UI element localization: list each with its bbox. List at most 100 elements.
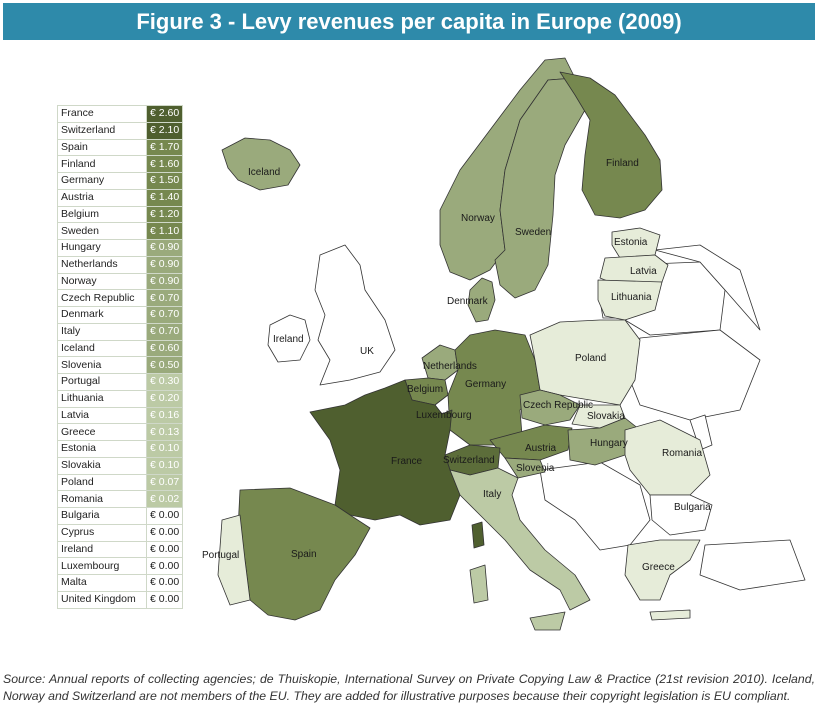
map-label-sweden: Sweden	[515, 227, 551, 238]
legend-country: Hungary	[57, 239, 147, 257]
legend-value: € 1.60	[145, 155, 184, 173]
legend-row: Ireland € 0.00	[57, 540, 184, 559]
region-crete	[649, 609, 691, 621]
legend-country: Portugal	[57, 373, 147, 391]
legend-value: € 0.30	[145, 373, 184, 391]
legend-row: Spain € 1.70	[57, 138, 184, 157]
map-label-estonia: Estonia	[614, 237, 648, 248]
map-label-czech: Czech Republic	[523, 400, 593, 411]
legend-country: France	[57, 105, 147, 123]
region-denmark	[467, 277, 496, 323]
map-label-denmark: Denmark	[447, 296, 489, 307]
legend-country: Bulgaria	[57, 507, 147, 525]
map-label-luxembourg: Luxembourg	[416, 410, 472, 421]
legend-value: € 0.07	[145, 473, 184, 492]
legend-value: € 0.70	[145, 289, 184, 307]
map-label-switzerland: Switzerland	[443, 455, 495, 466]
legend-value: € 0.60	[145, 339, 184, 358]
map-label-iceland: Iceland	[248, 167, 280, 178]
map-label-latvia: Latvia	[630, 266, 657, 277]
region-corsica	[471, 521, 485, 549]
map-label-netherlands: Netherlands	[423, 361, 477, 372]
map-label-austria: Austria	[525, 443, 557, 454]
legend-value: € 0.00	[145, 507, 184, 525]
map-label-uk: UK	[360, 346, 374, 357]
legend-row: Netherlands € 0.90	[57, 255, 184, 274]
legend-value: € 1.40	[145, 188, 184, 207]
legend-value: € 0.00	[145, 557, 184, 575]
region-balkans	[539, 461, 651, 551]
map-label-belgium: Belgium	[407, 384, 443, 395]
legend-value: € 0.90	[145, 239, 184, 257]
region-bulgaria	[649, 494, 713, 536]
legend-value: € 0.90	[145, 255, 184, 274]
legend-row: Belgium € 1.20	[57, 205, 184, 224]
legend-country: Finland	[57, 155, 147, 173]
legend-value: € 0.10	[145, 456, 184, 475]
legend-country: Cyprus	[57, 523, 147, 542]
legend-value: € 2.60	[145, 105, 184, 123]
legend-row: Slovakia € 0.10	[57, 456, 184, 475]
legend-row: Cyprus € 0.00	[57, 523, 184, 542]
legend-value: € 0.13	[145, 423, 184, 441]
map-label-portugal: Portugal	[202, 550, 239, 561]
legend-row: Czech Republic € 0.70	[57, 289, 184, 307]
legend-row: Finland € 1.60	[57, 155, 184, 173]
map-label-norway: Norway	[461, 213, 495, 224]
legend-row: Greece € 0.13	[57, 423, 184, 441]
legend-value: € 0.50	[145, 356, 184, 374]
region-sicily	[529, 611, 566, 631]
region-uk	[314, 244, 396, 386]
legend-value: € 0.10	[145, 440, 184, 458]
legend-value: € 2.10	[145, 121, 184, 140]
legend-value: € 0.16	[145, 406, 184, 425]
legend-row: France € 2.60	[57, 105, 184, 123]
legend-country: Switzerland	[57, 121, 147, 140]
map-label-ireland: Ireland	[273, 334, 304, 345]
legend-country: Malta	[57, 574, 147, 592]
legend-country: Belgium	[57, 205, 147, 224]
legend-country: Luxembourg	[57, 557, 147, 575]
legend-value: € 1.20	[145, 205, 184, 224]
legend-country: Czech Republic	[57, 289, 147, 307]
legend-country: Latvia	[57, 406, 147, 425]
legend-country: Denmark	[57, 306, 147, 324]
legend-value: € 0.00	[145, 540, 184, 559]
legend-row: United Kingdom € 0.00	[57, 590, 184, 609]
legend-row: Austria € 1.40	[57, 188, 184, 207]
legend-row: Malta € 0.00	[57, 574, 184, 592]
region-germany	[447, 329, 541, 446]
legend-row: Norway € 0.90	[57, 272, 184, 291]
region-greece	[624, 539, 701, 601]
legend-row: Luxembourg € 0.00	[57, 557, 184, 575]
map-label-italy: Italy	[483, 489, 501, 500]
legend-country: Sweden	[57, 222, 147, 240]
legend-country: Slovakia	[57, 456, 147, 475]
legend-country: Austria	[57, 188, 147, 207]
legend-row: Portugal € 0.30	[57, 373, 184, 391]
legend-country: Slovenia	[57, 356, 147, 374]
legend-value: € 0.00	[145, 523, 184, 542]
legend-value: € 0.00	[145, 574, 184, 592]
legend-country: Netherlands	[57, 255, 147, 274]
legend-row: Bulgaria € 0.00	[57, 507, 184, 525]
source-note: Source: Annual reports of collecting age…	[3, 672, 815, 703]
legend-country: Lithuania	[57, 389, 147, 408]
legend-country: Romania	[57, 490, 147, 508]
region-ireland	[267, 314, 311, 363]
region-iceland	[221, 137, 301, 191]
legend-row: Denmark € 0.70	[57, 306, 184, 324]
region-sardinia	[469, 564, 489, 604]
legend-row: Iceland € 0.60	[57, 339, 184, 358]
region-czech	[519, 389, 581, 426]
map-label-france: France	[391, 456, 423, 467]
legend-row: Estonia € 0.10	[57, 440, 184, 458]
map-label-bulgaria: Bulgaria	[674, 502, 711, 513]
legend-value: € 0.70	[145, 322, 184, 341]
legend-row: Switzerland € 2.10	[57, 121, 184, 140]
legend-country: Greece	[57, 423, 147, 441]
map-label-lithuania: Lithuania	[611, 292, 652, 303]
legend-value: € 0.70	[145, 306, 184, 324]
legend-row: Slovenia € 0.50	[57, 356, 184, 374]
legend-value: € 1.70	[145, 138, 184, 157]
